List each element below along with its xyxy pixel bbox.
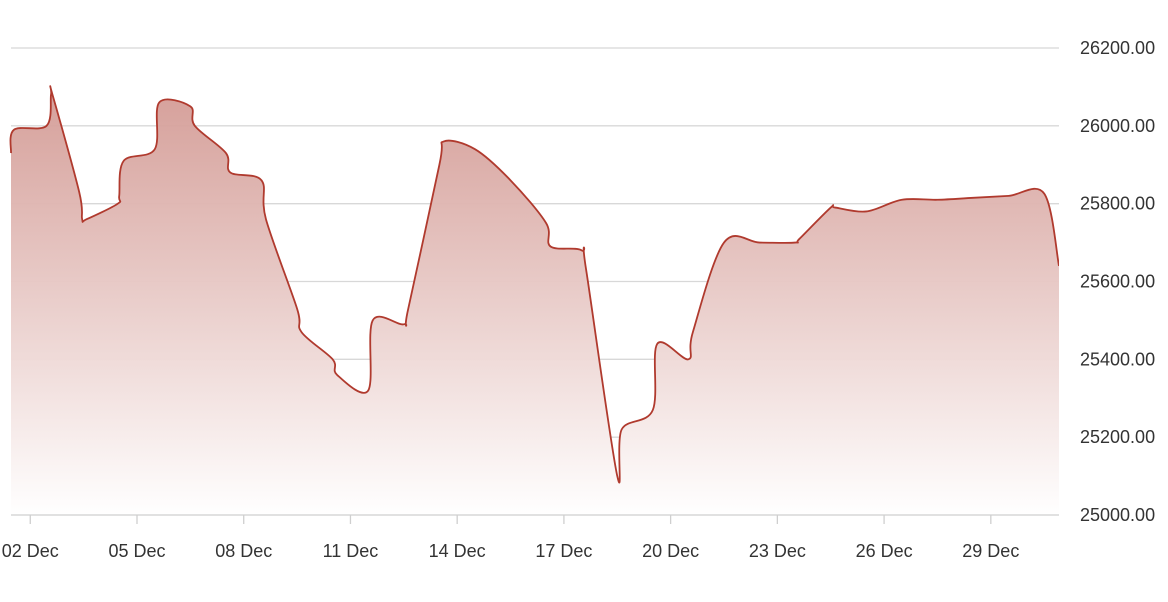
x-axis-labels: 02 Dec 05 Dec 08 Dec 11 Dec 14 Dec 17 Dec 20 D… — [2, 541, 1020, 561]
y-axis-labels: 25000.00 25200.00 25400.00 25600.00 25800.00… — [1080, 38, 1155, 525]
x-tick-label: 11 Dec — [323, 541, 379, 561]
x-tick-label: 29 Dec — [962, 541, 1019, 561]
area-series — [9, 85, 1059, 515]
x-tick-label: 14 Dec — [429, 541, 486, 561]
series-line — [9, 85, 1059, 484]
y-tick-label: 26000.00 — [1080, 116, 1155, 136]
x-tick-label: 05 Dec — [108, 541, 165, 561]
x-tick-label: 02 Dec — [2, 541, 59, 561]
x-tick-label: 20 Dec — [642, 541, 699, 561]
y-tick-label: 25400.00 — [1080, 349, 1155, 369]
y-tick-label: 25800.00 — [1080, 194, 1155, 214]
x-axis — [11, 514, 1059, 524]
y-tick-label: 25200.00 — [1080, 427, 1155, 447]
y-tick-label: 25000.00 — [1080, 505, 1155, 525]
x-tick-label: 08 Dec — [215, 541, 272, 561]
y-tick-label: 26200.00 — [1080, 38, 1155, 58]
x-tick-label: 26 Dec — [856, 541, 913, 561]
x-tick-label: 17 Dec — [535, 541, 592, 561]
x-tick-label: 23 Dec — [749, 541, 806, 561]
y-tick-label: 25600.00 — [1080, 272, 1155, 292]
area-fill — [10, 86, 1059, 515]
